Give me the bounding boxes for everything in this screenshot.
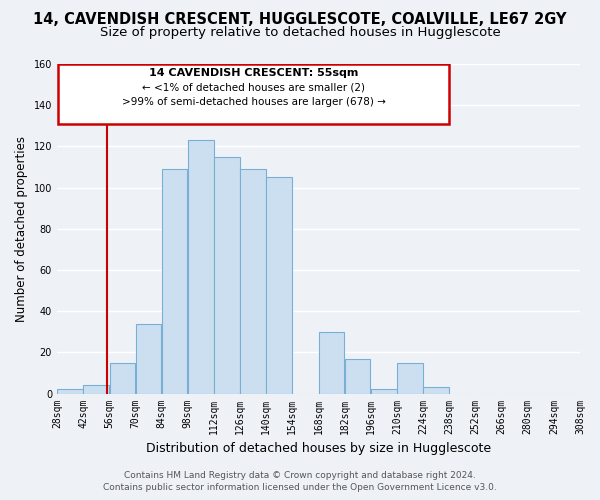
Text: 14 CAVENDISH CRESCENT: 55sqm: 14 CAVENDISH CRESCENT: 55sqm (149, 68, 358, 78)
Bar (266, 178, 292, 394)
Bar (136, 324, 161, 394)
Bar (397, 362, 423, 394)
Text: Contains HM Land Registry data © Crown copyright and database right 2024.
Contai: Contains HM Land Registry data © Crown c… (103, 471, 497, 492)
Bar (110, 362, 135, 394)
Text: 14, CAVENDISH CRESCENT, HUGGLESCOTE, COALVILLE, LE67 2GY: 14, CAVENDISH CRESCENT, HUGGLESCOTE, COA… (33, 12, 567, 28)
Text: >99% of semi-detached houses are larger (678) →: >99% of semi-detached houses are larger … (122, 97, 385, 107)
Bar (424, 388, 449, 394)
Bar (345, 358, 370, 394)
Text: ← <1% of detached houses are smaller (2): ← <1% of detached houses are smaller (2) (142, 82, 365, 92)
X-axis label: Distribution of detached houses by size in Hugglescote: Distribution of detached houses by size … (146, 442, 491, 455)
Bar (371, 390, 397, 394)
Bar (162, 169, 187, 394)
Y-axis label: Number of detached properties: Number of detached properties (15, 136, 28, 322)
Bar (57, 390, 83, 394)
Bar (240, 169, 266, 394)
Bar (83, 386, 109, 394)
Bar (214, 156, 240, 394)
Bar (319, 332, 344, 394)
Text: Size of property relative to detached houses in Hugglescote: Size of property relative to detached ho… (100, 26, 500, 39)
FancyBboxPatch shape (58, 64, 449, 124)
Bar (188, 140, 214, 394)
